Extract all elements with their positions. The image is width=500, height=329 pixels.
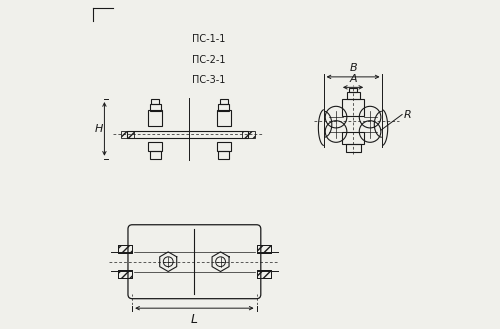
Bar	[118, 245, 132, 253]
Bar	[118, 270, 132, 278]
Text: ПС-1-1: ПС-1-1	[192, 34, 226, 44]
Text: B: B	[349, 63, 357, 73]
Bar	[148, 142, 162, 151]
Bar	[342, 99, 364, 116]
Bar	[256, 245, 271, 253]
Bar	[150, 104, 160, 111]
Bar	[216, 142, 231, 151]
Bar	[218, 104, 230, 111]
Bar	[220, 99, 228, 104]
Text: A: A	[349, 74, 357, 84]
Bar	[346, 144, 360, 152]
Bar	[218, 151, 230, 159]
Bar	[242, 131, 254, 138]
Bar	[256, 270, 271, 278]
Bar	[121, 131, 134, 138]
Bar	[216, 110, 231, 126]
Bar	[128, 131, 248, 138]
Bar	[150, 151, 160, 159]
Bar	[118, 245, 132, 253]
Bar	[256, 245, 271, 253]
Text: R: R	[404, 110, 411, 119]
Bar	[346, 92, 360, 99]
Text: H: H	[94, 124, 102, 134]
Bar	[342, 132, 364, 144]
Bar	[148, 110, 162, 126]
Text: ПС-2-1: ПС-2-1	[192, 55, 226, 64]
Bar	[151, 99, 159, 104]
Bar	[118, 270, 132, 278]
Text: L: L	[191, 313, 198, 326]
Bar	[256, 270, 271, 278]
Bar	[348, 88, 358, 92]
Text: ПС-3-1: ПС-3-1	[192, 75, 226, 85]
